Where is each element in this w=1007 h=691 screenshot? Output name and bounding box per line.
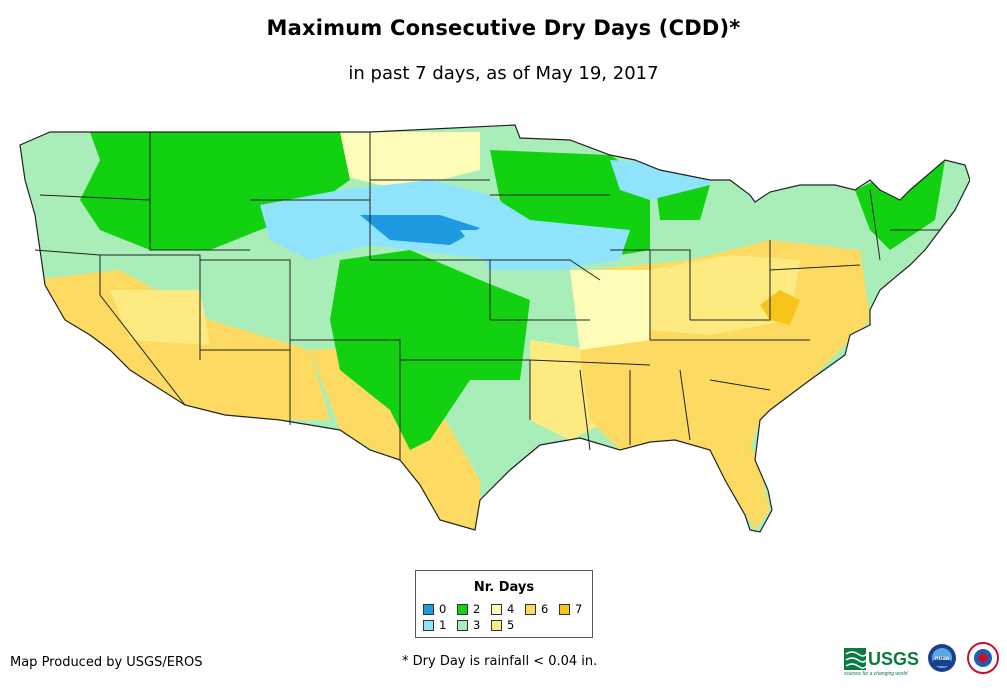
legend-item-5: 5: [491, 618, 514, 632]
legend-swatch: [525, 603, 536, 615]
legend-item-2: 2: [457, 602, 480, 616]
legend-label: 1: [439, 618, 447, 632]
dry-day-footnote: * Dry Day is rainfall < 0.04 in.: [402, 654, 598, 669]
legend: Nr. Days 0 1 2 3 4 5 6: [415, 570, 593, 638]
legend-item-6: 6: [525, 602, 548, 616]
nws-logo: [967, 642, 999, 674]
legend-item-0: 0: [423, 602, 446, 616]
legend-swatch: [423, 619, 434, 631]
usgs-tagline: science for a changing world: [844, 671, 908, 677]
usgs-logo-text: USGS: [868, 649, 919, 669]
legend-label: 0: [439, 602, 447, 616]
legend-label: 5: [507, 618, 515, 632]
legend-swatch: [491, 603, 502, 615]
map-credit: Map Produced by USGS/EROS: [10, 655, 203, 670]
legend-item-7: 7: [559, 602, 582, 616]
usgs-logo: USGS science for a changing world: [844, 648, 919, 677]
legend-label: 2: [473, 602, 481, 616]
us-dry-days-map: [19, 124, 970, 533]
legend-label: 4: [507, 602, 515, 616]
legend-item-3: 3: [457, 618, 480, 632]
legend-swatch: [457, 603, 468, 615]
legend-swatch: [457, 619, 468, 631]
state-borders: [19, 124, 970, 533]
legend-swatch: [423, 603, 434, 615]
legend-item-1: 1: [423, 618, 446, 632]
legend-label: 6: [541, 602, 549, 616]
noaa-logo: noaa: [928, 644, 956, 672]
legend-label: 7: [575, 602, 583, 616]
legend-swatch: [559, 603, 570, 615]
map-subtitle: in past 7 days, as of May 19, 2017: [348, 63, 659, 84]
legend-title: Nr. Days: [473, 580, 535, 595]
noaa-logo-text: noaa: [935, 656, 950, 662]
legend-items: 0 1 2 3 4 5 6 7: [423, 602, 593, 632]
legend-swatch: [491, 619, 502, 631]
legend-label: 3: [473, 618, 481, 632]
agency-logos: USGS science for a changing world noaa: [844, 642, 999, 677]
map-title: Maximum Consecutive Dry Days (CDD)*: [266, 16, 741, 40]
legend-item-4: 4: [491, 602, 514, 616]
